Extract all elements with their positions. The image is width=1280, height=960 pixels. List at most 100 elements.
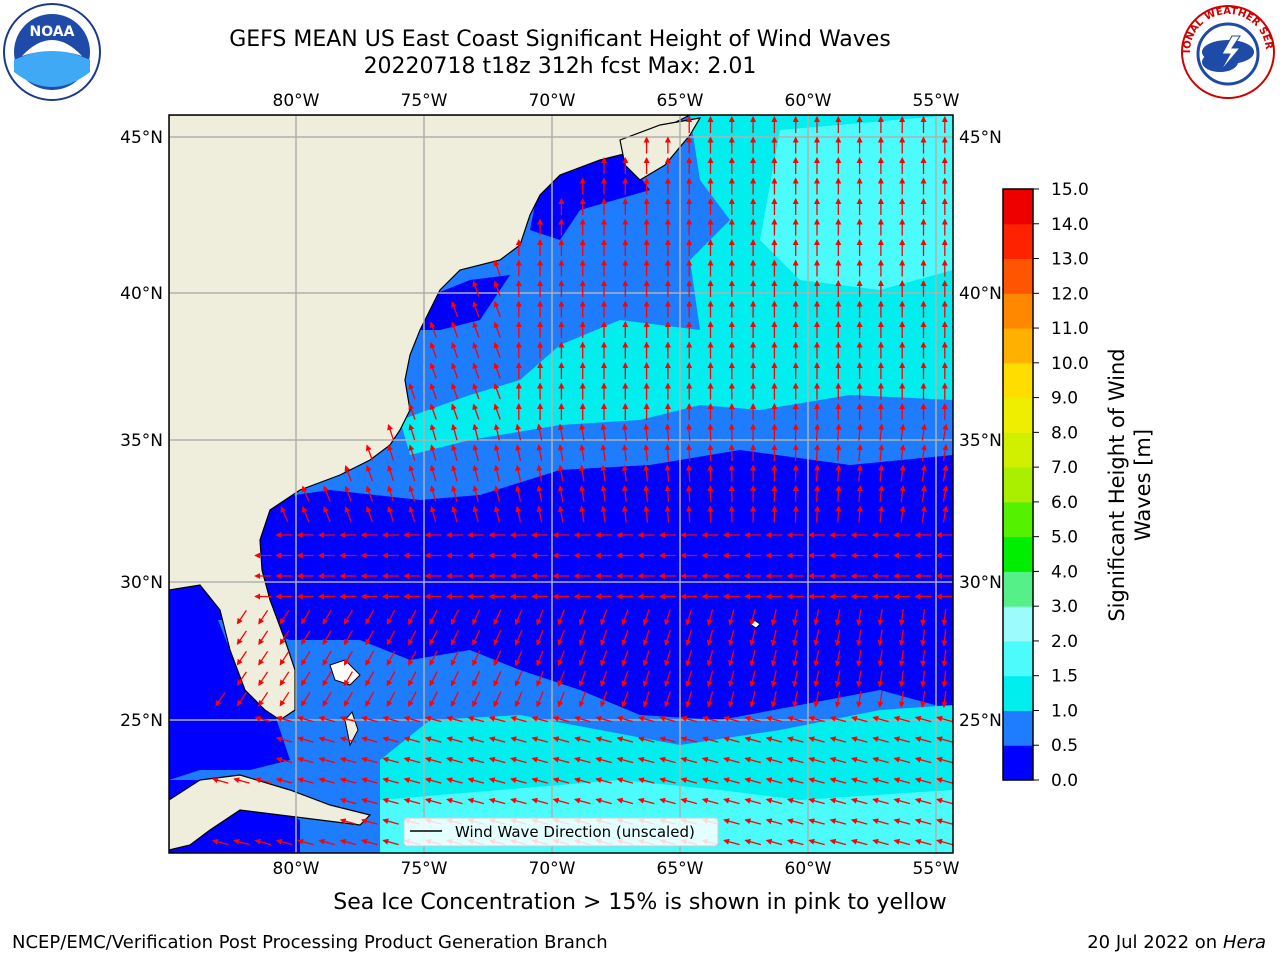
wave-arrow (467, 777, 485, 784)
wave-arrow (574, 756, 591, 764)
wave-arrow (872, 756, 889, 764)
wave-arrow (493, 301, 501, 318)
wave-arrow (280, 506, 289, 523)
wave-arrow (792, 629, 799, 647)
wave-arrow (835, 485, 842, 503)
wave-arrow (382, 715, 399, 723)
wave-arrow (686, 444, 693, 462)
wave-arrow (467, 715, 485, 723)
colorbar-segment (1003, 328, 1033, 364)
wave-arrow (600, 650, 608, 667)
wave-arrow (472, 444, 479, 461)
wave-arrow (429, 505, 437, 523)
wind-wave-arrows (211, 116, 953, 846)
wave-arrow (493, 403, 501, 420)
wave-arrow (920, 629, 927, 647)
wave-arrow (744, 756, 761, 764)
wave-arrow (408, 444, 416, 461)
colorbar-segment (1003, 675, 1033, 711)
wave-arrow (408, 423, 416, 441)
wave-arrow (472, 321, 480, 338)
lon-tick-bottom: 55°W (913, 859, 960, 879)
wave-arrow (339, 715, 357, 723)
wave-arrow (936, 736, 953, 743)
land-bahamas-1 (329, 659, 361, 686)
wave-arrow (920, 464, 927, 482)
map-legend: Wind Wave Direction (unscaled) (403, 817, 719, 847)
wave-arrow (787, 797, 804, 805)
wave-arrow (446, 756, 463, 764)
colorbar-tick-label: 1.5 (1051, 667, 1078, 687)
wave-arrow (408, 403, 416, 420)
wave-arrow (574, 777, 591, 784)
wave-arrow (744, 715, 761, 723)
wave-arrow (574, 715, 591, 723)
wave-arrow (403, 797, 421, 805)
wave-arrow (493, 342, 501, 359)
wave-arrow (856, 423, 863, 441)
wave-arrow (808, 818, 825, 825)
colorbar-segment (1003, 606, 1033, 642)
wave-arrow (429, 630, 438, 646)
wave-arrow (297, 736, 314, 743)
wave-arrow (685, 691, 693, 708)
wave-arrow (493, 321, 501, 338)
wave-arrow (872, 797, 889, 805)
wave-arrow (339, 818, 357, 825)
lon-tick-bottom: 60°W (785, 859, 832, 879)
wave-arrow (595, 777, 612, 784)
wave-arrow (236, 671, 247, 686)
wave-arrow (408, 650, 417, 666)
map-frame (168, 114, 954, 854)
wave-arrow (429, 464, 437, 482)
wave-arrow (942, 444, 949, 462)
wave-arrow (814, 505, 821, 523)
wave-arrow (211, 777, 229, 784)
wave-arrow (744, 777, 761, 784)
wave-arrow (318, 838, 335, 846)
wave-arrow (643, 423, 650, 441)
wave-arrow (728, 609, 735, 626)
wave-arrow (578, 650, 587, 667)
wave-arrow (664, 505, 671, 523)
wave-arrow (893, 736, 911, 743)
wave-arrow (531, 777, 548, 784)
wave-arrow (850, 756, 868, 764)
wave-arrow (621, 650, 629, 667)
wave-arrow (515, 485, 522, 502)
wave-arrow (343, 609, 353, 625)
wave-arrow (488, 777, 506, 784)
wave-arrow (850, 838, 868, 846)
colorbar-segment (1003, 189, 1033, 225)
wave-arrow (877, 609, 884, 626)
wave-arrow (536, 444, 543, 462)
wave-arrow (856, 649, 863, 667)
wave-arrow (515, 444, 522, 461)
wave-arrow (808, 838, 825, 846)
wave-arrow (792, 650, 799, 667)
wave-arrow (872, 736, 889, 743)
wave-arrow (643, 464, 650, 482)
wave-arrow (942, 485, 949, 503)
map-area (169, 115, 953, 853)
wave-arrow (701, 797, 719, 805)
colorbar-tick-label: 0.5 (1051, 736, 1078, 756)
wave-arrow (621, 609, 629, 626)
wave-arrow (664, 691, 671, 708)
wave-arrow (744, 736, 761, 743)
wave-arrow (493, 383, 501, 400)
wave-arrow (279, 630, 290, 646)
wave-arrow (829, 797, 847, 805)
wave-arrow (877, 670, 884, 688)
wave-arrow (680, 797, 698, 805)
wave-arrow (408, 505, 416, 523)
wave-arrow (557, 423, 564, 441)
wave-arrow (685, 670, 693, 688)
wave-arrow (621, 505, 628, 523)
wave-arrow (856, 608, 863, 626)
wave-arrow (472, 464, 479, 482)
wave-arrow (258, 650, 269, 666)
footer-date-text: 20 Jul 2022 on (1087, 932, 1223, 953)
wave-arrow (664, 670, 671, 688)
